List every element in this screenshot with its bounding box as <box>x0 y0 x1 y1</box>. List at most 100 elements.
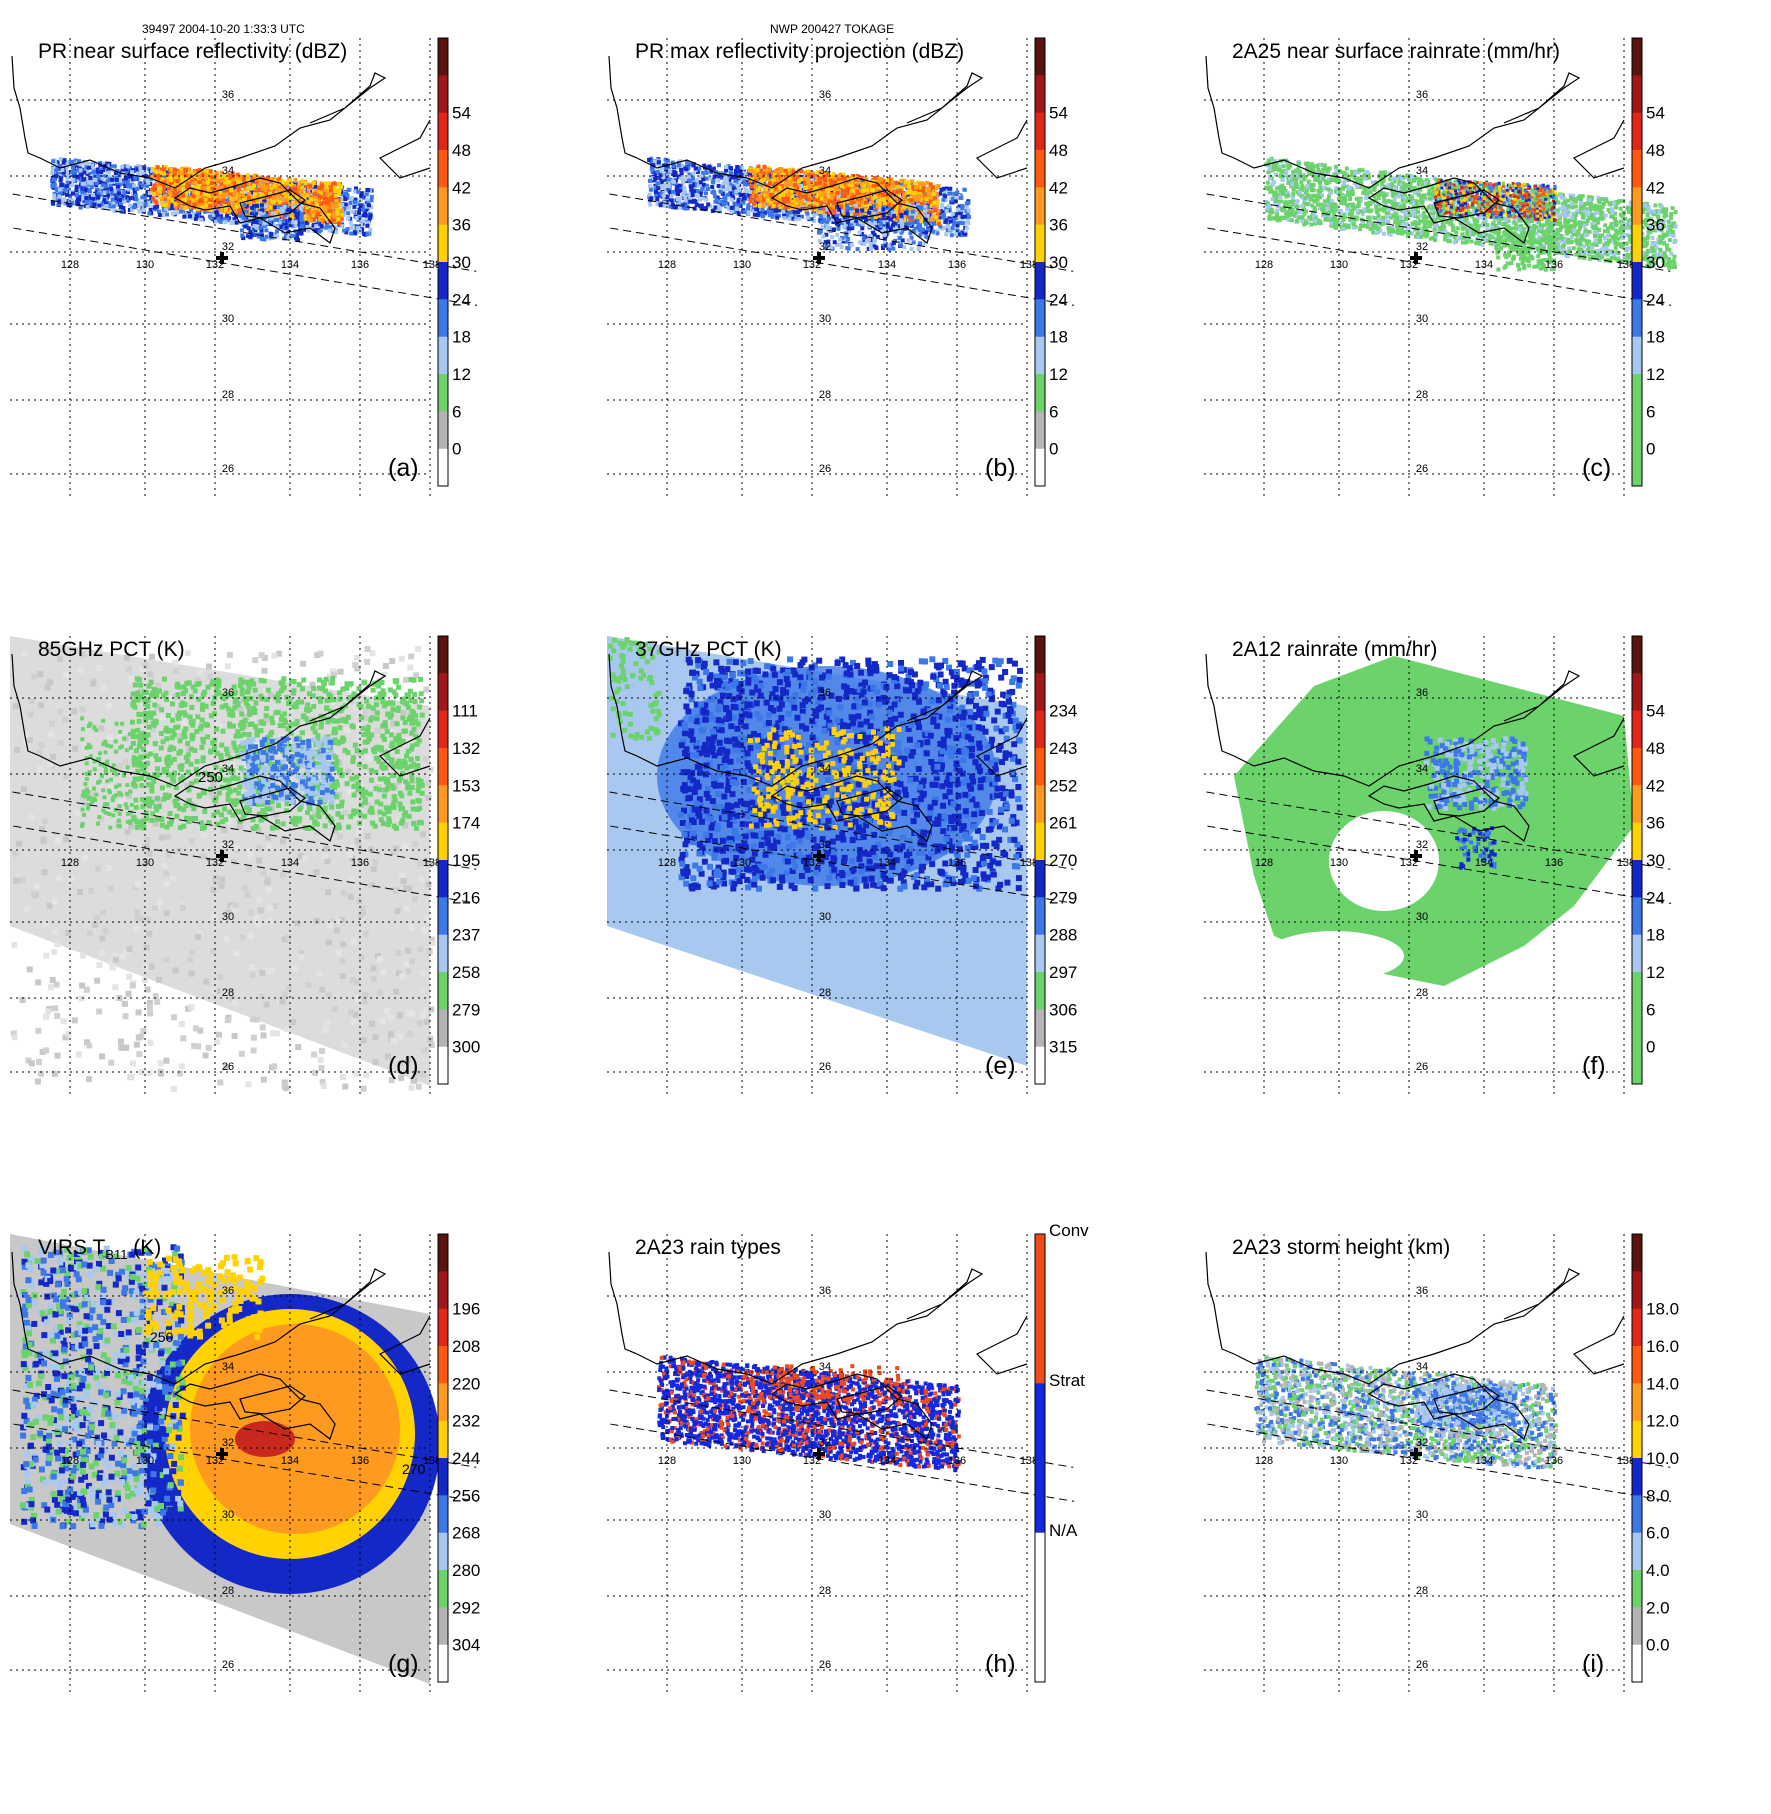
panel-label: (i) <box>1582 1650 1604 1678</box>
colorbar-tick-label: 6 <box>452 402 461 421</box>
colorbar-segment <box>1632 823 1642 861</box>
colorbar-tick-label: 12 <box>1646 365 1665 384</box>
colorbar-segment <box>438 299 448 337</box>
lat-label: 30 <box>222 313 234 325</box>
colorbar-tick-label: 54 <box>1049 104 1068 123</box>
lat-label: 34 <box>1416 1361 1428 1373</box>
colorbar-tick-label: 243 <box>1049 739 1077 758</box>
colorbar-segment <box>1632 75 1642 113</box>
colorbar-segment <box>1632 38 1642 76</box>
colorbar-segment <box>1632 972 1642 1010</box>
lon-label: 134 <box>1475 857 1493 869</box>
contour-label: 250 <box>150 1329 174 1345</box>
colorbar-tick-label: 18 <box>1646 328 1665 347</box>
colorbar-tick-label: 258 <box>452 963 480 982</box>
colorbar-segment <box>1632 935 1642 973</box>
colorbar-segment <box>438 673 448 711</box>
lon-label: 128 <box>1255 259 1273 271</box>
colorbar-segment <box>1632 187 1642 225</box>
colorbar-segment <box>438 860 448 898</box>
lat-label: 28 <box>222 389 234 401</box>
colorbar-tick-label: 306 <box>1049 1000 1077 1019</box>
panel-title: VIRS TB11 (K) <box>38 1236 161 1262</box>
colorbar-segment <box>1035 262 1045 300</box>
lon-label: 134 <box>281 1455 299 1467</box>
lon-label: 134 <box>281 857 299 869</box>
lat-label: 28 <box>1416 987 1428 999</box>
colorbar-segment <box>438 748 448 786</box>
panel-label: (g) <box>388 1650 419 1678</box>
colorbar-segment <box>1632 1570 1642 1608</box>
colorbar-tick-label: 300 <box>452 1038 480 1057</box>
colorbar-segment <box>438 187 448 225</box>
colorbar-segment <box>1632 1533 1642 1571</box>
lon-label: 130 <box>136 1455 154 1467</box>
lat-label: 30 <box>1416 911 1428 923</box>
colorbar-tick-label: 315 <box>1049 1038 1077 1057</box>
colorbar-segment <box>1632 1271 1642 1309</box>
colorbar-tick-label: 36 <box>1049 216 1068 235</box>
colorbar-segment <box>1035 673 1045 711</box>
colorbar-segment <box>1035 337 1045 375</box>
colorbar-tick-label: 0 <box>1049 440 1058 459</box>
colorbar-tick-label: 24 <box>1646 290 1665 309</box>
colorbar-tick-label: 24 <box>1049 290 1068 309</box>
lon-label: 130 <box>733 1455 751 1467</box>
lat-label: 28 <box>222 1585 234 1597</box>
colorbar-segment <box>438 935 448 973</box>
lon-label: 136 <box>1545 1455 1563 1467</box>
colorbar-tick-label: 280 <box>452 1561 480 1580</box>
lat-label: 26 <box>1416 1061 1428 1073</box>
colorbar-segment <box>1632 1346 1642 1384</box>
colorbar-tick-label: Strat <box>1049 1371 1085 1390</box>
lon-label: 136 <box>948 1455 966 1467</box>
lat-label: 30 <box>222 1509 234 1521</box>
colorbar-tick-label: 10.0 <box>1646 1449 1679 1468</box>
colorbar-tick-label: 195 <box>452 851 480 870</box>
data-field <box>647 157 971 252</box>
colorbar-tick-label: 18 <box>1049 328 1068 347</box>
colorbar-segment <box>1632 411 1642 449</box>
lat-label: 34 <box>819 1361 831 1373</box>
lat-label: 26 <box>1416 463 1428 475</box>
colorbar-segment <box>438 38 448 76</box>
lon-label: 134 <box>878 259 896 271</box>
colorbar-tick-label: 288 <box>1049 926 1077 945</box>
lat-label: 32 <box>819 839 831 851</box>
colorbar-segment <box>1035 1009 1045 1047</box>
lon-label: 130 <box>1330 259 1348 271</box>
lat-label: 30 <box>1416 313 1428 325</box>
colorbar-segment <box>438 411 448 449</box>
lon-label: 128 <box>1255 1455 1273 1467</box>
panel-title: 2A23 storm height (km) <box>1232 1236 1450 1259</box>
contour-label: 250 <box>198 769 223 786</box>
colorbar-tick-label: 30 <box>452 253 471 272</box>
colorbar-segment <box>438 1009 448 1047</box>
panel-label: (e) <box>985 1052 1016 1080</box>
panel-title: 2A25 near surface rainrate (mm/hr) <box>1232 40 1560 63</box>
lon-label: 130 <box>1330 857 1348 869</box>
data-field <box>1254 1355 1558 1469</box>
colorbar-tick-label: 0.0 <box>1646 1636 1670 1655</box>
colorbar-segment <box>1035 150 1045 188</box>
colorbar-tick-label: 18.0 <box>1646 1300 1679 1319</box>
lat-label: 36 <box>1416 89 1428 101</box>
colorbar-tick-label: 42 <box>1049 178 1068 197</box>
colorbar-segment <box>1035 449 1045 487</box>
lon-label: 134 <box>1475 1455 1493 1467</box>
lat-label: 26 <box>222 1659 234 1671</box>
colorbar-segment <box>1632 1309 1642 1347</box>
colorbar-segment <box>1632 1383 1642 1421</box>
colorbar-segment <box>1035 860 1045 898</box>
colorbar-tick-label: 16.0 <box>1646 1337 1679 1356</box>
lat-label: 28 <box>1416 389 1428 401</box>
colorbar-segment <box>1035 748 1045 786</box>
